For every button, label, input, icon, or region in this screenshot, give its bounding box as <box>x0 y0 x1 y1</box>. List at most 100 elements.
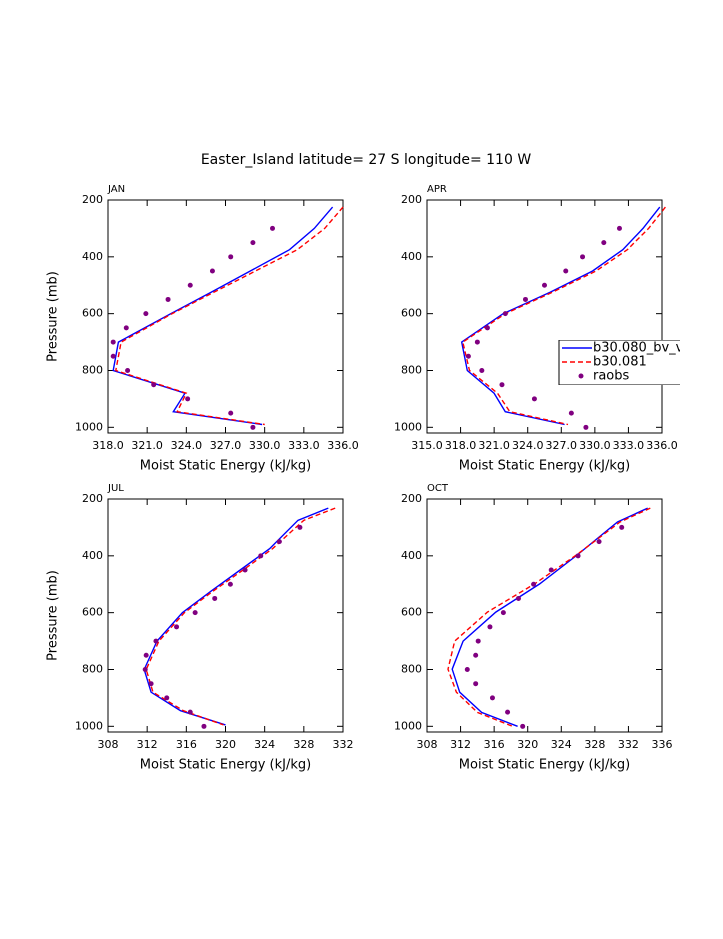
y-tick-label: 200 <box>401 492 422 505</box>
raob-point <box>500 610 506 616</box>
x-tick-label: 328 <box>293 738 314 751</box>
y-tick-label: 600 <box>401 307 422 320</box>
y-tick-label: 200 <box>82 193 103 206</box>
y-axis-label: Pressure (mb) <box>46 570 61 661</box>
x-axis-label: Moist Static Energy (kJ/kg) <box>140 459 311 474</box>
profile-line <box>145 507 336 726</box>
raob-point <box>125 367 131 373</box>
raob-point <box>502 311 508 317</box>
raob-point <box>619 524 625 530</box>
plot-frame <box>426 199 663 434</box>
raob-point <box>563 268 569 274</box>
x-tick-label: 318.0 <box>92 439 124 452</box>
y-tick-label: 800 <box>401 363 422 376</box>
y-tick-label: 800 <box>82 363 103 376</box>
x-tick-label: 308 <box>417 738 438 751</box>
raob-point <box>201 723 207 729</box>
raob-point <box>583 424 589 430</box>
x-tick-label: 308 <box>98 738 119 751</box>
raob-point <box>165 296 171 302</box>
raob-point <box>192 610 198 616</box>
x-tick-label: 315.0 <box>411 439 443 452</box>
raob-point <box>522 296 528 302</box>
x-tick-label: 327.0 <box>546 439 578 452</box>
raob-point <box>474 339 480 345</box>
raob-point <box>174 624 180 630</box>
raob-point <box>187 282 193 288</box>
x-tick-label: 324 <box>551 738 572 751</box>
plot-frame <box>107 199 344 434</box>
figure-title: Easter_Island latitude= 27 S longitude= … <box>201 152 531 168</box>
y-tick-label: 800 <box>82 662 103 675</box>
x-tick-label: 327.0 <box>210 439 242 452</box>
x-tick-label: 328 <box>584 738 605 751</box>
y-tick-label: 400 <box>82 250 103 263</box>
x-tick-label: 324.0 <box>171 439 203 452</box>
raob-point <box>185 396 191 402</box>
y-tick-label: 800 <box>401 662 422 675</box>
raob-point <box>143 311 149 317</box>
raob-point <box>110 353 116 359</box>
raob-point <box>270 225 275 231</box>
raob-point <box>489 695 495 701</box>
x-tick-label: 320 <box>517 738 538 751</box>
x-tick-label: 330.0 <box>579 439 611 452</box>
raob-point <box>520 723 526 729</box>
profile-line <box>143 507 329 726</box>
x-tick-label: 330.0 <box>249 439 281 452</box>
x-axis-label: Moist Static Energy (kJ/kg) <box>459 459 630 474</box>
raob-point <box>580 254 586 260</box>
raob-point <box>242 567 248 573</box>
x-tick-label: 312 <box>137 738 158 751</box>
x-tick-label: 333.0 <box>613 439 645 452</box>
y-tick-label: 600 <box>82 307 103 320</box>
raob-point <box>484 325 490 331</box>
raob-point <box>212 595 218 601</box>
y-tick-label: 1000 <box>394 719 422 732</box>
x-tick-label: 321.0 <box>478 439 510 452</box>
x-tick-label: 312 <box>450 738 471 751</box>
raob-point <box>616 225 622 231</box>
raob-point <box>143 652 149 658</box>
y-tick-label: 400 <box>82 549 103 562</box>
x-tick-label: 336 <box>652 738 673 751</box>
y-tick-label: 1000 <box>75 719 103 732</box>
x-tick-label: 333.0 <box>288 439 320 452</box>
y-tick-label: 200 <box>401 193 422 206</box>
raob-point <box>531 396 537 402</box>
raob-point <box>142 666 148 672</box>
panel-title: APR <box>427 184 447 195</box>
raob-point <box>164 695 170 701</box>
legend-label: b30.080_bv_visc <box>593 341 701 356</box>
profile-line <box>447 507 651 727</box>
x-tick-label: 336.0 <box>327 439 359 452</box>
y-tick-label: 1000 <box>75 420 103 433</box>
x-tick-label: 332 <box>333 738 354 751</box>
raob-point <box>110 339 116 345</box>
y-tick-label: 600 <box>82 606 103 619</box>
raob-point <box>575 553 581 559</box>
x-axis-label: Moist Static Energy (kJ/kg) <box>459 758 630 773</box>
raob-point <box>475 638 481 644</box>
panel-title: OCT <box>427 483 449 494</box>
raob-point <box>209 268 215 274</box>
x-tick-label: 320 <box>215 738 236 751</box>
raob-point <box>542 282 547 288</box>
x-tick-label: 316 <box>176 738 197 751</box>
profile-line <box>451 507 648 727</box>
profile-line <box>114 206 344 426</box>
x-tick-label: 324.0 <box>512 439 544 452</box>
raob-point <box>250 240 256 246</box>
panel-title: JAN <box>107 184 125 195</box>
y-axis-label: Pressure (mb) <box>46 271 61 362</box>
x-tick-label: 332 <box>618 738 639 751</box>
legend-marker <box>578 373 584 379</box>
raob-point <box>250 424 256 430</box>
y-tick-label: 600 <box>401 606 422 619</box>
plot-frame <box>426 498 663 733</box>
x-tick-label: 321.0 <box>131 439 163 452</box>
raob-point <box>276 539 282 545</box>
raob-point <box>258 553 264 559</box>
